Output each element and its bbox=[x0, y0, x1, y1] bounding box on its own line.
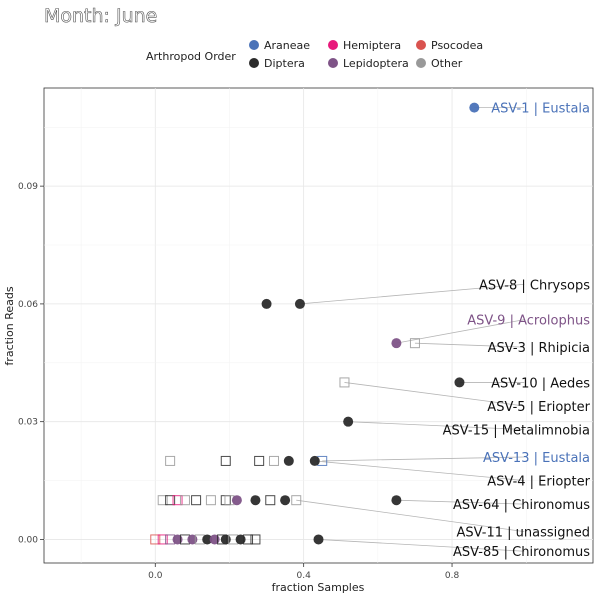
point-label-asv-10-aedes: ASV-10 | Aedes bbox=[491, 376, 590, 391]
data-point-asv-1-eustala bbox=[469, 102, 480, 113]
data-point bbox=[172, 495, 183, 506]
data-point bbox=[231, 495, 242, 506]
point-label-asv-13-eustala: ASV-13 | Eustala bbox=[483, 451, 590, 466]
point-label-asv-85-chironomus: ASV-85 | Chironomus bbox=[453, 545, 590, 560]
data-point bbox=[172, 534, 183, 545]
data-point bbox=[280, 495, 291, 506]
legend-label-araneae: Araneae bbox=[264, 39, 310, 52]
point-label-asv-11-unassigned: ASV-11 | unassigned bbox=[457, 526, 591, 541]
leader-line bbox=[348, 421, 525, 430]
x-tick-label: 0.8 bbox=[445, 571, 460, 581]
y-tick-label: 0.09 bbox=[18, 182, 38, 192]
data-point-asv-5-eriopter bbox=[339, 377, 350, 388]
data-point bbox=[165, 455, 176, 466]
data-point bbox=[220, 455, 231, 466]
data-point-asv-3-rhipicia bbox=[409, 338, 420, 349]
point-label-asv-4-eriopter: ASV-4 | Eriopter bbox=[487, 475, 590, 490]
data-point bbox=[157, 534, 168, 545]
legend-swatch-diptera bbox=[249, 58, 259, 68]
legend-swatch-hemiptera bbox=[328, 40, 338, 50]
x-tick-label: 0.4 bbox=[296, 571, 311, 581]
data-point bbox=[261, 298, 272, 309]
data-point bbox=[202, 534, 213, 545]
point-label-asv-64-chironomus: ASV-64 | Chironomus bbox=[453, 498, 590, 513]
plot-panel bbox=[43, 87, 594, 564]
chart-title: Month: June bbox=[44, 5, 157, 27]
x-tick-label: 0.0 bbox=[148, 571, 163, 581]
leader-line bbox=[322, 456, 525, 462]
point-label-asv-3-rhipicia: ASV-3 | Rhipicia bbox=[488, 341, 590, 356]
data-point-asv-10-aedes bbox=[454, 377, 465, 388]
leader-line bbox=[396, 499, 525, 505]
legend-swatch-lepidoptera bbox=[328, 58, 338, 68]
data-point-asv-64-chironomus bbox=[391, 495, 402, 506]
data-point bbox=[243, 534, 254, 545]
data-point-asv-4-eriopter bbox=[309, 455, 320, 466]
leader-line bbox=[314, 460, 525, 481]
point-labels: ASV-1 | Eustala ASV-8 | Chrysops ASV-9 | A… bbox=[443, 102, 591, 561]
point-label-asv-8-chrysops: ASV-8 | Chrysops bbox=[479, 278, 590, 293]
data-point bbox=[150, 534, 161, 545]
data-point-asv-85-chironomus bbox=[313, 534, 324, 545]
data-point bbox=[209, 534, 220, 545]
leader-line bbox=[396, 319, 525, 344]
data-point bbox=[283, 455, 294, 466]
legend-label-psocodea: Psocodea bbox=[431, 39, 483, 52]
legend-label-other: Other bbox=[431, 57, 463, 70]
legend-label-diptera: Diptera bbox=[264, 57, 305, 70]
data-point bbox=[254, 455, 265, 466]
data-point bbox=[187, 534, 198, 545]
data-point-asv-8-chrysops bbox=[294, 298, 305, 309]
legend-label-hemiptera: Hemiptera bbox=[343, 39, 401, 52]
point-label-asv-15-metalimnobia: ASV-15 | Metalimnobia bbox=[443, 424, 590, 439]
data-point-asv-15-metalimnobia bbox=[343, 416, 354, 427]
data-point-asv-11-unassigned bbox=[291, 495, 302, 506]
data-point bbox=[250, 495, 261, 506]
leader-line bbox=[296, 499, 525, 532]
data-points bbox=[150, 102, 480, 545]
data-point bbox=[191, 495, 202, 506]
data-point bbox=[220, 534, 231, 545]
data-point-asv-9-acrolophus bbox=[391, 338, 402, 349]
leader-line bbox=[414, 342, 525, 348]
data-point bbox=[235, 534, 246, 545]
legend-swatch-psocodea bbox=[416, 40, 426, 50]
data-point bbox=[265, 495, 276, 506]
legend-swatch-other bbox=[416, 58, 426, 68]
y-tick-label: 0.06 bbox=[18, 300, 38, 310]
data-point bbox=[179, 495, 190, 506]
legend-title: Arthropod Order bbox=[146, 50, 236, 63]
data-point bbox=[268, 455, 279, 466]
leader-lines bbox=[296, 107, 525, 552]
y-tick-label: 0.00 bbox=[18, 535, 38, 545]
x-axis-label: fraction Samples bbox=[272, 581, 365, 594]
data-point bbox=[157, 495, 168, 506]
y-axis-label: fraction Reads bbox=[3, 286, 16, 365]
point-label-asv-5-eriopter: ASV-5 | Eriopter bbox=[487, 400, 590, 415]
data-point bbox=[250, 534, 261, 545]
data-point bbox=[165, 495, 176, 506]
axes: 0.0 0.4 0.8 0.00 0.03 0.06 0.09 bbox=[18, 182, 460, 581]
data-point bbox=[205, 495, 216, 506]
leader-line bbox=[299, 283, 525, 305]
legend-label-lepidoptera: Lepidoptera bbox=[343, 57, 409, 70]
y-tick-label: 0.03 bbox=[18, 418, 38, 428]
leader-line bbox=[344, 382, 525, 407]
leader-line bbox=[318, 539, 525, 552]
point-label-asv-9-acrolophus: ASV-9 | Acrolophus bbox=[467, 314, 590, 329]
grid-lines bbox=[44, 88, 593, 563]
point-label-asv-1-eustala: ASV-1 | Eustala bbox=[491, 102, 590, 117]
legend-swatch-araneae bbox=[249, 40, 259, 50]
legend: Arthropod Order Araneae Diptera Hemiptera L… bbox=[146, 39, 483, 70]
